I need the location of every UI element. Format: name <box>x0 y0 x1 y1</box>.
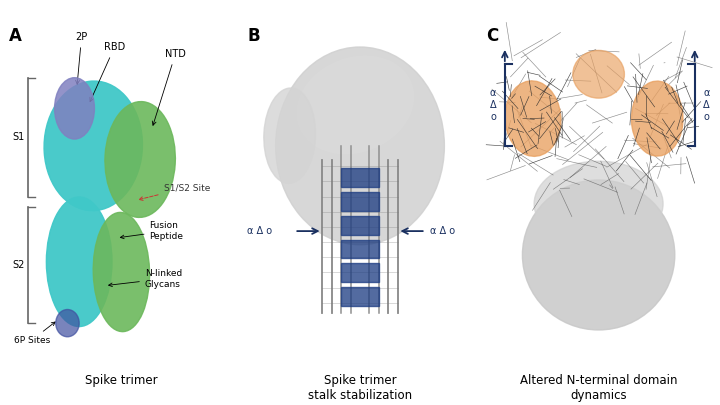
Text: NTD: NTD <box>153 49 186 125</box>
Text: S1/S2 Site: S1/S2 Site <box>139 183 210 200</box>
Text: Spike trimer
stalk stabilization: Spike trimer stalk stabilization <box>308 374 412 402</box>
Text: α
Δ
o: α Δ o <box>490 87 496 122</box>
Text: 2P: 2P <box>76 32 88 84</box>
Ellipse shape <box>55 309 79 337</box>
Ellipse shape <box>505 81 561 156</box>
Text: RBD: RBD <box>90 43 125 102</box>
Ellipse shape <box>523 180 675 330</box>
Text: 6P Sites: 6P Sites <box>14 322 55 345</box>
Bar <box>341 264 379 282</box>
Text: N-linked
Glycans: N-linked Glycans <box>109 269 182 288</box>
Ellipse shape <box>93 212 150 332</box>
Ellipse shape <box>105 102 176 217</box>
Bar <box>341 192 379 211</box>
Ellipse shape <box>534 161 663 246</box>
Ellipse shape <box>44 81 143 211</box>
Ellipse shape <box>276 47 444 245</box>
Bar <box>341 288 379 306</box>
Text: B: B <box>248 27 260 45</box>
Ellipse shape <box>573 50 624 98</box>
Ellipse shape <box>46 197 112 326</box>
Text: S1: S1 <box>12 132 24 142</box>
Ellipse shape <box>55 78 94 139</box>
Bar <box>341 216 379 234</box>
Bar <box>341 240 379 258</box>
Text: Spike trimer: Spike trimer <box>85 374 158 387</box>
Text: Fusion
Peptide: Fusion Peptide <box>120 222 184 241</box>
Text: α Δ o: α Δ o <box>431 226 456 236</box>
Text: α Δ o: α Δ o <box>248 226 273 236</box>
Text: A: A <box>9 27 22 45</box>
Ellipse shape <box>297 56 413 153</box>
Text: S2: S2 <box>12 260 24 270</box>
Bar <box>341 168 379 187</box>
Ellipse shape <box>631 81 683 156</box>
Text: Altered N-terminal domain
dynamics: Altered N-terminal domain dynamics <box>520 374 678 402</box>
Ellipse shape <box>264 88 315 183</box>
Text: α
Δ
o: α Δ o <box>703 87 710 122</box>
Text: C: C <box>486 27 498 45</box>
